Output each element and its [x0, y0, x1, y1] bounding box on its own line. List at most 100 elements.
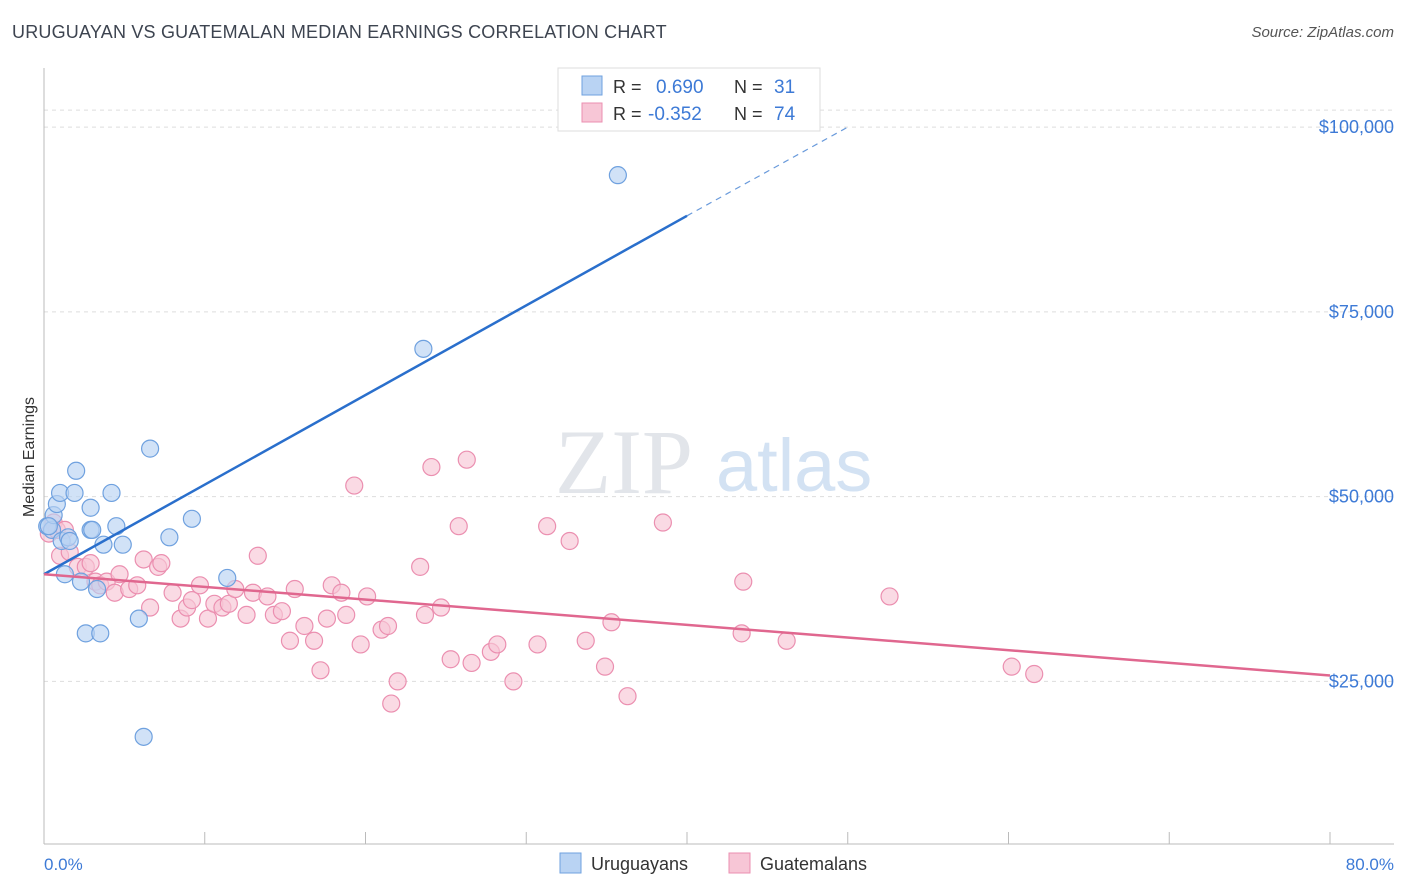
uruguayans-point-26	[182, 509, 201, 528]
guatemalans-point-51	[388, 672, 407, 691]
guatemalans-point-68	[602, 613, 621, 632]
legend-n-value-guatemalans: 74	[774, 104, 796, 125]
uruguayans-point-10	[67, 461, 86, 480]
y-tick-label-50000: $50,000	[1329, 487, 1394, 507]
guatemalans-point-46	[351, 635, 370, 654]
legend-swatch-guatemalans	[581, 102, 603, 123]
uruguayans-point-15	[83, 520, 102, 540]
series-legend-label-guatemalans[interactable]: Guatemalans	[760, 854, 867, 874]
legend-n-label-uruguayans: N =	[734, 77, 763, 97]
uruguayans-point-25	[160, 528, 179, 547]
uruguayans-point-22	[129, 609, 148, 628]
trend-lines	[43, 126, 1331, 677]
guatemalans-point-64	[538, 517, 557, 536]
legend-swatch-uruguayans	[581, 75, 603, 96]
guatemalans-point-30	[237, 605, 256, 624]
guatemalans-point-38	[295, 616, 314, 636]
watermark-zip: ZIP	[555, 411, 693, 513]
guatemalans-point-65	[560, 531, 579, 551]
legend-n-value-uruguayans: 31	[774, 77, 795, 98]
guatemalans-point-35	[272, 602, 292, 621]
guatemalans-point-32	[248, 546, 267, 565]
series-legend: Uruguayans Guatemalans	[559, 852, 867, 874]
x-tick-label-min: 0.0%	[44, 855, 83, 874]
stats-legend: R = 0.690 N = 31 R = -0.352 N = 74	[557, 67, 821, 132]
guatemalans-point-71	[732, 624, 751, 643]
chart-title: URUGUAYAN VS GUATEMALAN MEDIAN EARNINGS …	[12, 22, 667, 42]
guatemalans-point-23	[182, 591, 201, 610]
uruguayans-point-17	[91, 624, 110, 643]
guatemalans-point-63	[528, 635, 547, 654]
uruguayans-trend-extension	[686, 126, 849, 217]
x-axis-ticks	[43, 832, 1331, 844]
legend-r-value-uruguayans: 0.690	[656, 77, 704, 98]
series-legend-swatch-guatemalans[interactable]	[728, 852, 751, 874]
uruguayans-point-16	[87, 579, 107, 599]
y-tick-label-100000: $100,000	[1319, 117, 1394, 137]
guatemalans-point-61	[488, 635, 507, 654]
watermark-atlas: atlas	[716, 424, 872, 507]
guatemalans-point-56	[441, 650, 460, 669]
guatemalans-point-36	[280, 631, 300, 650]
guatemalans-point-49	[378, 616, 398, 636]
guatemalans-point-19	[152, 554, 171, 573]
uruguayans-point-9	[65, 483, 84, 503]
legend-r-value-guatemalans: -0.352	[648, 104, 702, 125]
uruguayans-point-29	[608, 166, 627, 185]
y-axis-tick-labels: $25,000 $50,000 $75,000 $100,000	[1319, 117, 1394, 691]
y-tick-label-25000: $25,000	[1329, 671, 1394, 691]
guatemalans-point-59	[462, 653, 481, 673]
guatemalans-point-70	[653, 513, 672, 532]
uruguayans-point-21	[113, 535, 132, 554]
uruguayans-point-14	[81, 498, 100, 517]
source-label: Source: ZipAtlas.com	[1251, 24, 1394, 41]
uruguayans-point-19	[102, 483, 121, 503]
uruguayans-point-28	[414, 339, 433, 358]
guatemalans-point-57	[449, 517, 468, 536]
uruguayans-point-8	[60, 531, 79, 551]
guatemalans-point-69	[618, 687, 637, 706]
guatemalans-point-62	[504, 672, 523, 691]
guatemalans-point-54	[422, 457, 441, 477]
series-legend-swatch-uruguayans[interactable]	[559, 852, 582, 874]
guatemalans-point-58	[457, 450, 476, 469]
uruguayans-point-24	[140, 439, 160, 458]
guatemalans-point-53	[415, 605, 435, 624]
guatemalans-point-39	[304, 631, 324, 650]
guatemalans-point-17	[140, 598, 160, 617]
uruguayans-point-27	[218, 568, 237, 588]
legend-n-label-guatemalans: N =	[734, 104, 763, 124]
guatemalans-point-40	[311, 661, 330, 680]
uruguayans-point-30	[39, 517, 58, 536]
uruguayans-point-20	[107, 517, 126, 536]
legend-r-label-guatemalans: R =	[613, 104, 642, 124]
guatemalans-points	[39, 450, 1044, 713]
guatemalans-point-52	[411, 557, 430, 576]
guatemalans-point-67	[595, 657, 615, 676]
guatemalans-point-75	[1002, 657, 1021, 676]
y-tick-label-75000: $75,000	[1329, 302, 1394, 322]
guatemalans-point-50	[382, 694, 401, 713]
guatemalans-point-55	[431, 598, 451, 617]
guatemalans-point-66	[576, 631, 595, 650]
guatemalans-point-8	[81, 554, 100, 573]
guatemalans-point-16	[134, 550, 153, 569]
guatemalans-trend-line	[43, 573, 1331, 677]
guatemalans-point-76	[1025, 664, 1044, 684]
uruguayans-trend-line	[43, 214, 688, 576]
guatemalans-point-13	[110, 565, 129, 584]
uruguayans-point-23	[134, 727, 153, 746]
guatemalans-point-45	[345, 476, 364, 495]
uruguayans-points	[38, 166, 627, 746]
legend-r-label-uruguayans: R =	[613, 77, 642, 97]
guatemalans-point-74	[880, 587, 899, 606]
guatemalans-point-73	[777, 631, 796, 650]
guatemalans-point-47	[358, 587, 377, 606]
guatemalans-point-72	[734, 572, 753, 591]
guatemalans-point-44	[337, 605, 356, 624]
y-axis-label: Median Earnings	[21, 397, 38, 517]
guatemalans-point-41	[317, 609, 337, 628]
series-legend-label-uruguayans[interactable]: Uruguayans	[591, 854, 688, 874]
guatemalans-point-15	[128, 576, 147, 595]
